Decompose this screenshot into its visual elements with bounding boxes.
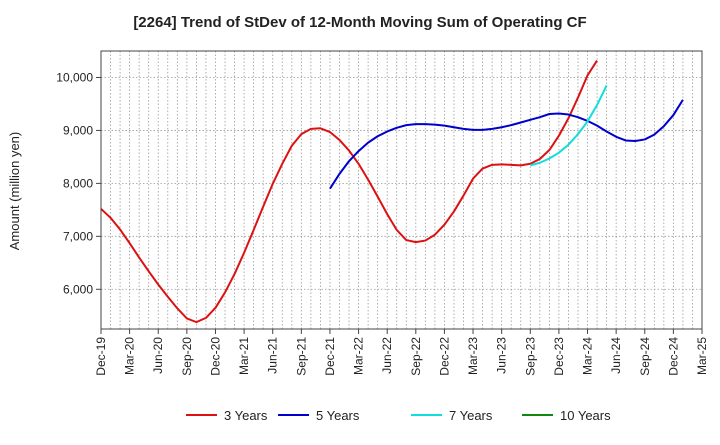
- x-tick-label: Dec-20: [208, 337, 222, 376]
- legend: 3 Years 5 Years 7 Years 10 Years: [186, 408, 611, 423]
- x-tick-label: Mar-24: [581, 337, 595, 375]
- series-lines: [100, 59, 684, 324]
- y-tick-label: 10,000: [56, 70, 93, 84]
- x-tick-label: Dec-24: [666, 337, 680, 376]
- legend-label-5-years: 5 Years: [316, 408, 360, 423]
- legend-label-3-years: 3 Years: [224, 408, 268, 423]
- x-tick-label: Dec-22: [437, 337, 451, 376]
- x-tick-label: Dec-19: [94, 337, 108, 376]
- x-tick-label: Sep-22: [409, 337, 423, 376]
- x-tick-label: Mar-25: [695, 337, 709, 375]
- y-tick-label: 6,000: [63, 282, 93, 296]
- x-tick-label: Sep-23: [523, 337, 537, 376]
- x-axis-ticks: Dec-19 Mar-20 Jun-20 Sep-20 Dec-20 Mar-21 Jun-…: [94, 329, 709, 376]
- plot-frame: [100, 50, 703, 330]
- x-tick-label: Sep-21: [294, 337, 308, 376]
- x-tick-label: Mar-21: [237, 337, 251, 375]
- x-tick-label: Jun-22: [380, 337, 394, 374]
- y-tick-label: 9,000: [63, 123, 93, 137]
- x-tick-label: Sep-20: [180, 337, 194, 376]
- x-tick-label: Jun-21: [266, 337, 280, 374]
- chart-title: [2264] Trend of StDev of 12-Month Moving…: [133, 14, 586, 31]
- x-tick-label: Jun-24: [609, 337, 623, 374]
- x-tick-label: Sep-24: [638, 337, 652, 376]
- y-axis-label: Amount (million yen): [7, 132, 22, 251]
- y-axis-ticks: 6,000 7,000 8,000 9,000 10,000: [56, 70, 101, 296]
- grid: [101, 51, 702, 329]
- x-tick-label: Mar-22: [352, 337, 366, 375]
- legend-label-7-years: 7 Years: [449, 408, 493, 423]
- x-tick-label: Dec-21: [323, 337, 337, 376]
- y-tick-label: 7,000: [63, 229, 93, 243]
- series-line-5-years: [329, 99, 684, 190]
- x-tick-label: Jun-23: [495, 337, 509, 374]
- x-tick-label: Dec-23: [552, 337, 566, 376]
- series-line-7-years: [530, 84, 608, 167]
- x-tick-label: Mar-20: [123, 337, 137, 375]
- x-tick-label: Jun-20: [151, 337, 165, 374]
- series-line-3-years: [100, 59, 598, 324]
- y-tick-label: 8,000: [63, 176, 93, 190]
- legend-label-10-years: 10 Years: [560, 408, 611, 423]
- x-tick-label: Mar-23: [466, 337, 480, 375]
